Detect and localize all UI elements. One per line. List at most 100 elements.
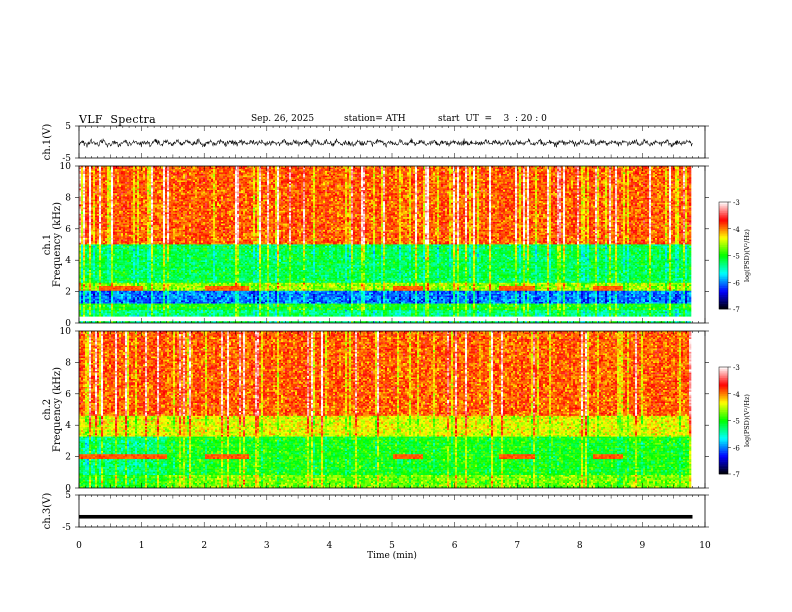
- spectrogram-cell: [415, 172, 417, 174]
- spectrogram-cell: [595, 172, 597, 174]
- spectrogram-cell: [361, 169, 363, 171]
- spectrogram-cell: [673, 176, 675, 178]
- y-tick-label: 5: [65, 122, 71, 132]
- spectrogram-cell: [667, 172, 669, 174]
- spectrogram-cell: [627, 174, 629, 176]
- spectrogram-cell: [509, 177, 511, 179]
- spectrogram-cell: [195, 172, 197, 174]
- spectrogram-cell: [195, 171, 197, 173]
- spectrogram-cell: [129, 179, 131, 181]
- spectrogram-cell: [339, 172, 341, 174]
- spectrogram-cell: [169, 174, 171, 176]
- spectrogram-cell: [337, 180, 339, 182]
- spectrogram-cell: [289, 180, 291, 182]
- spectrogram-cell: [295, 172, 297, 174]
- spectrogram-cell: [215, 171, 217, 173]
- spectrogram-cell: [579, 180, 581, 182]
- spectrogram-cell: [299, 169, 301, 171]
- spectrogram-cell: [263, 177, 265, 179]
- spectrogram-cell: [471, 171, 473, 173]
- spectrogram-cell: [259, 172, 261, 174]
- spectrogram-cell: [601, 169, 603, 171]
- spectrogram-cell: [95, 169, 97, 171]
- spectrogram-cell: [445, 171, 447, 173]
- spectrogram-cell: [331, 171, 333, 173]
- spectrogram-cell: [413, 177, 415, 179]
- spectrogram-cell: [229, 171, 231, 173]
- spectrogram-cell: [645, 172, 647, 174]
- spectrogram-cell: [407, 177, 409, 179]
- spectrogram-cell: [109, 176, 111, 178]
- spectrogram-cell: [105, 177, 107, 179]
- spectrogram-cell: [137, 177, 139, 179]
- spectrogram-cell: [227, 179, 229, 181]
- spectrogram-cell: [119, 169, 121, 171]
- spectrogram-cell: [157, 172, 159, 174]
- spectrogram-cell: [377, 168, 379, 170]
- spectrogram-cell: [505, 168, 507, 170]
- spectrogram-cell: [339, 179, 341, 181]
- spectrogram-cell: [385, 168, 387, 170]
- spectrogram-cell: [663, 174, 665, 176]
- spectrogram-cell: [587, 174, 589, 176]
- spectrogram-cell: [409, 172, 411, 174]
- spectrogram-cell: [509, 169, 511, 171]
- spectrogram-cell: [429, 171, 431, 173]
- spectrogram-cell: [515, 172, 517, 174]
- spectrogram-cell: [129, 176, 131, 178]
- spectrogram-cell: [181, 168, 183, 170]
- spectrogram-cell: [101, 168, 103, 170]
- spectrogram-cell: [513, 177, 515, 179]
- spectrogram-cell: [291, 168, 293, 170]
- spectrogram-cell: [491, 177, 493, 179]
- spectrogram-cell: [167, 169, 169, 171]
- spectrogram-cell: [217, 168, 219, 170]
- spectrogram-cell: [133, 174, 135, 176]
- spectrogram-cell: [255, 172, 257, 174]
- spectrogram-cell: [573, 176, 575, 178]
- spectrogram-cell: [171, 176, 173, 178]
- spectrogram-cell: [479, 172, 481, 174]
- spectrogram-cell: [269, 180, 271, 182]
- spectrogram-cell: [589, 172, 591, 174]
- spectrogram-cell: [327, 171, 329, 173]
- spectrogram-cell: [481, 174, 483, 176]
- spectrogram-cell: [573, 172, 575, 174]
- spectrogram-cell: [457, 179, 459, 181]
- spectrogram-cell: [147, 169, 149, 171]
- spectrogram-cell: [297, 174, 299, 176]
- spectrogram-cell: [651, 177, 653, 179]
- spectrogram-cell: [627, 179, 629, 181]
- spectrogram-cell: [193, 171, 195, 173]
- spectrogram-cell: [87, 179, 89, 181]
- spectrogram-cell: [639, 179, 641, 181]
- spectrogram-cell: [551, 172, 553, 174]
- spectrogram-cell: [89, 180, 91, 182]
- spectrogram-cell: [359, 174, 361, 176]
- spectrogram-cell: [423, 174, 425, 176]
- spectrogram-cell: [581, 169, 583, 171]
- spectrogram-cell: [647, 169, 649, 171]
- spectrogram-cell: [397, 176, 399, 178]
- spectrogram-cell: [539, 169, 541, 171]
- spectrogram-cell: [273, 176, 275, 178]
- spectrogram-cell: [425, 180, 427, 182]
- spectrogram-cell: [679, 176, 681, 178]
- spectrogram-cell: [85, 180, 87, 182]
- spectrogram-cell: [477, 177, 479, 179]
- spectrogram-cell: [397, 172, 399, 174]
- spectrogram-cell: [197, 171, 199, 173]
- spectrogram-cell: [543, 169, 545, 171]
- spectrogram-cell: [653, 169, 655, 171]
- spectrogram-cell: [393, 177, 395, 179]
- spectrogram-cell: [623, 172, 625, 174]
- spectrogram-cell: [167, 176, 169, 178]
- spectrogram-cell: [505, 171, 507, 173]
- spectrogram-cell: [473, 177, 475, 179]
- spectrogram-cell: [193, 168, 195, 170]
- spectrogram-cell: [209, 180, 211, 182]
- spectrogram-cell: [221, 171, 223, 173]
- spectrogram-cell: [365, 172, 367, 174]
- spectrogram-cell: [277, 174, 279, 176]
- spectrogram-cell: [165, 171, 167, 173]
